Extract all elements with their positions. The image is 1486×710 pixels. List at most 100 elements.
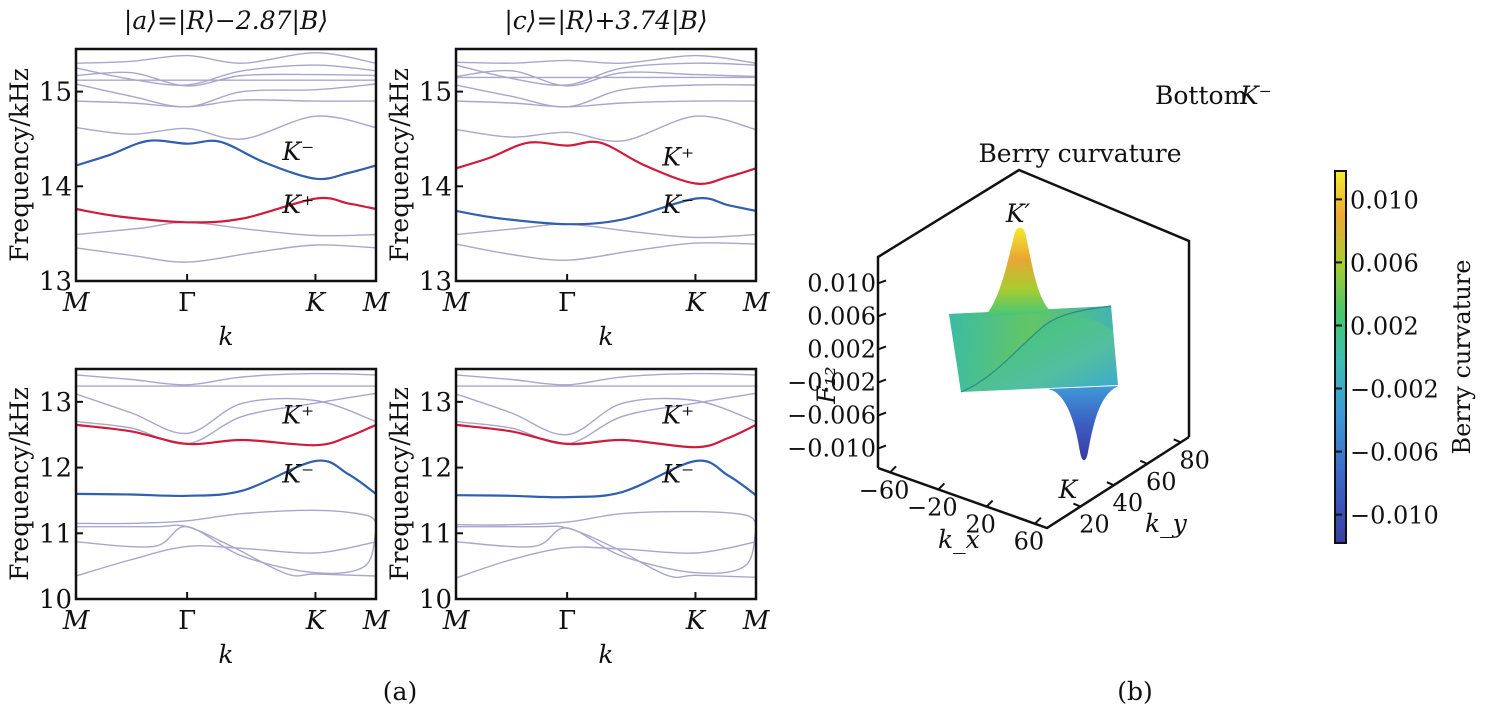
background-band-line xyxy=(76,524,376,577)
berry-curvature-3d-plot: Bottom K⁻ Berry curvature K′ K 0.010 0.00… xyxy=(787,81,1476,556)
z-tick xyxy=(877,345,887,351)
surface-ridge-line xyxy=(960,305,1112,393)
panel-b-label: (b) xyxy=(1117,677,1153,706)
background-band-line xyxy=(456,393,756,436)
z-tick-label: 0.006 xyxy=(807,302,876,330)
y-tick-label: 14 xyxy=(419,172,452,202)
ky-tick-label: 80 xyxy=(1179,446,1210,474)
x-tick-label: Γ xyxy=(558,288,576,318)
z-axis-label: F₁₂ xyxy=(812,366,841,404)
background-band-line xyxy=(76,115,376,140)
ky-tick xyxy=(1173,438,1182,444)
x-axis-label: k xyxy=(598,640,613,669)
colorbar-tick-label: 0.010 xyxy=(1350,186,1419,214)
background-band-line xyxy=(456,100,756,108)
background-band-line xyxy=(76,71,376,87)
background-band-line xyxy=(456,115,756,143)
plot-frame xyxy=(454,47,758,283)
band-plot-bottom-right: 10 11 12 13 M Γ K Mk Frequency/kHz K⁺ K⁻ xyxy=(385,367,771,669)
y-tick-label: 12 xyxy=(39,454,72,484)
y-tick-label: 14 xyxy=(39,172,72,202)
ky-tick-label: 60 xyxy=(1146,468,1177,496)
ky-tick-label: 20 xyxy=(1079,511,1110,539)
y-tick-label: 13 xyxy=(419,388,452,418)
z-tick-label: −0.010 xyxy=(787,435,876,463)
surface-title: Berry curvature xyxy=(978,139,1181,168)
kx-axis-label: k_x xyxy=(938,525,980,554)
kx-tick-label: 20 xyxy=(965,511,996,539)
background-band-line xyxy=(76,372,376,386)
z-tick-label: 0.010 xyxy=(807,269,876,297)
background-band-line xyxy=(456,223,756,239)
k-plus-label: K⁺ xyxy=(661,401,694,430)
x-tick-label: K xyxy=(305,606,327,636)
y-tick-label: 10 xyxy=(419,585,452,615)
k-minus-band-line xyxy=(76,139,376,181)
y-tick-label: 10 xyxy=(39,585,72,615)
x-tick-label: Γ xyxy=(178,288,196,318)
background-band-line xyxy=(76,244,376,263)
colorbar-tick-label: −0.006 xyxy=(1350,439,1439,467)
x-tick-label: K xyxy=(305,288,327,318)
colorbar-label: Berry curvature xyxy=(1448,260,1476,455)
y-axis-label: Frequency/kHz xyxy=(5,387,34,581)
background-band-line xyxy=(76,99,376,108)
z-tick xyxy=(877,444,887,450)
x-axis-label: k xyxy=(218,640,233,669)
surface-dip-k xyxy=(1048,386,1118,461)
x-tick-label: Γ xyxy=(558,606,576,636)
kx-tick xyxy=(1034,517,1042,525)
z-axis-ticks: 0.010 0.006 0.002 −0.002 −0.006 −0.010 xyxy=(787,269,887,463)
y-axis-label: Frequency/kHz xyxy=(385,68,414,262)
k-minus-band-line xyxy=(456,459,756,499)
kx-tick xyxy=(937,482,946,491)
surface-ridge xyxy=(949,306,1113,392)
background-band-line xyxy=(456,510,756,526)
panel-title: |c⟩=|R⟩+3.74|B⟩ xyxy=(504,6,707,36)
colorbar-tick-label: 0.002 xyxy=(1350,312,1419,340)
background-band-line xyxy=(76,64,376,86)
bottom-header-text: Bottom xyxy=(1155,81,1248,110)
x-tick-label: M xyxy=(362,288,391,318)
band-lines xyxy=(456,372,756,579)
z-tick-label: −0.002 xyxy=(787,369,876,397)
box-frame xyxy=(876,168,1191,468)
background-band-line xyxy=(76,525,376,575)
background-band-line xyxy=(456,392,756,445)
background-band-line xyxy=(456,54,756,65)
band-lines xyxy=(76,372,376,577)
ky-tick xyxy=(1139,459,1148,465)
x-tick-label: K xyxy=(685,288,707,318)
z-tick xyxy=(877,378,887,384)
z-tick xyxy=(877,279,887,285)
x-tick-label: K xyxy=(685,606,707,636)
k-plus-band-line xyxy=(456,140,756,185)
x-tick-label: M xyxy=(62,606,91,636)
plot-frame xyxy=(454,367,758,601)
plot-frame xyxy=(74,367,378,601)
colorbar-tick-label: −0.010 xyxy=(1350,502,1439,530)
background-band-line xyxy=(76,52,376,64)
colorbar-tick-label: −0.002 xyxy=(1350,376,1439,404)
kx-tick-label: −60 xyxy=(859,476,910,504)
box-frame-bottom xyxy=(877,435,1190,530)
background-band-line xyxy=(456,83,756,108)
background-band-line xyxy=(76,392,376,445)
x-tick-label: Γ xyxy=(178,606,196,636)
y-tick-label: 13 xyxy=(39,267,72,297)
k-minus-label: K⁻ xyxy=(281,460,314,489)
background-band-line xyxy=(456,372,756,386)
panel-a-label: (a) xyxy=(383,677,417,706)
band-lines xyxy=(456,54,756,261)
y-tick-label: 15 xyxy=(419,78,452,108)
z-tick xyxy=(877,411,887,417)
y-tick-label: 13 xyxy=(419,267,452,297)
background-band-line xyxy=(76,83,376,108)
band-plot-top-right: 13 14 15 M Γ K Mk Frequency/kHz |c⟩=|R⟩+3.74|B⟩ K… xyxy=(385,6,771,351)
k-minus-band-line xyxy=(456,197,756,226)
background-band-line xyxy=(456,525,756,579)
background-band-line xyxy=(456,541,756,579)
x-tick-label: M xyxy=(362,606,391,636)
